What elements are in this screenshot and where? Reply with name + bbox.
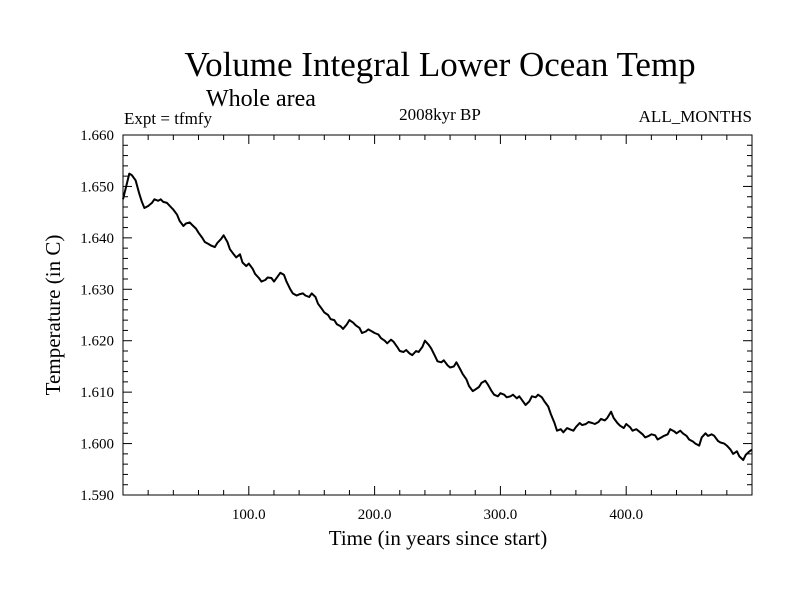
x-axis: 100.0 200.0 300.0 400.0 <box>147 135 728 523</box>
series-line-tfmfy <box>122 172 753 461</box>
y-tick-label: 1.640 <box>80 231 114 247</box>
annotation-months: ALL_MONTHS <box>639 107 752 126</box>
annotation-expt: Expt = tfmfy <box>124 109 212 128</box>
x-tick-label: 400.0 <box>609 507 643 523</box>
y-axis-label: Temperature (in C) <box>41 235 65 396</box>
plot-frame <box>122 134 753 496</box>
y-tick-label: 1.610 <box>80 385 114 401</box>
y-tick-label: 1.660 <box>80 128 114 144</box>
x-axis-label: Time (in years since start) <box>329 526 548 550</box>
y-tick-label: 1.650 <box>80 179 114 195</box>
y-tick-label: 1.600 <box>80 437 114 453</box>
x-tick-label: 200.0 <box>358 507 392 523</box>
chart-title: Volume Integral Lower Ocean Temp <box>184 45 695 84</box>
x-tick-label: 100.0 <box>232 507 266 523</box>
x-tick-label: 300.0 <box>484 507 518 523</box>
chart-subtitle: Whole area <box>206 86 316 112</box>
y-tick-label: 1.630 <box>80 282 114 298</box>
y-axis: 1.590 1.600 1.610 1.620 1.630 1.640 1.650 1.660 <box>80 128 752 504</box>
annotation-period: 2008kyr BP <box>399 105 481 124</box>
y-tick-label: 1.590 <box>80 488 114 504</box>
y-tick-label: 1.620 <box>80 334 114 350</box>
